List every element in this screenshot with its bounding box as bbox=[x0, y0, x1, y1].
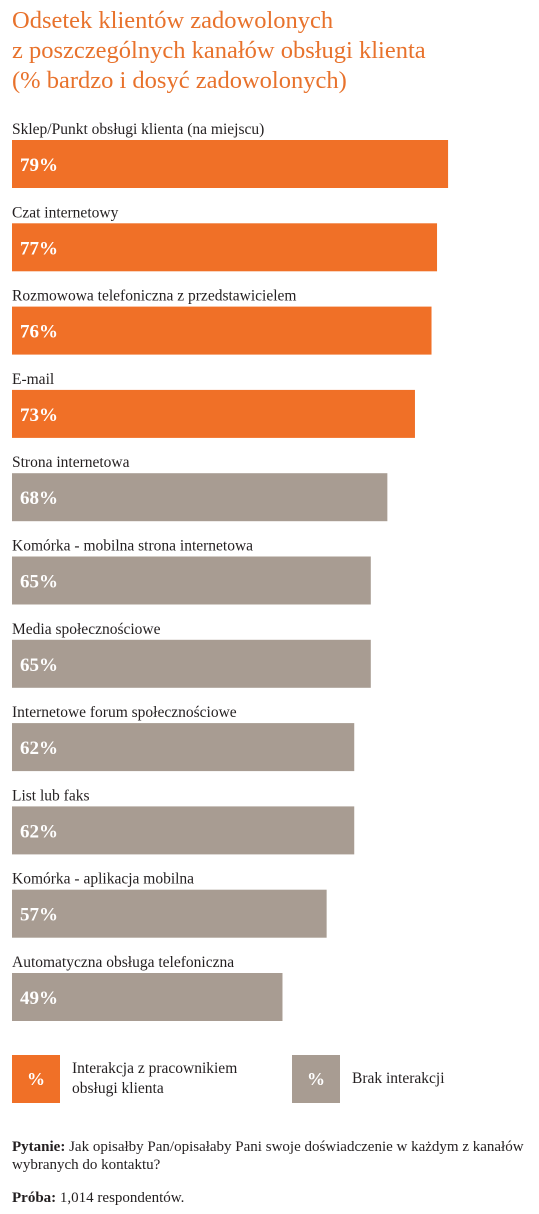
value-label-8: 62% bbox=[20, 738, 58, 759]
sample-text: 1,014 respondentów. bbox=[56, 1190, 185, 1206]
legend-swatch-interaction: % bbox=[12, 1055, 60, 1103]
category-label-4: E-mail bbox=[12, 371, 54, 388]
bar-chart: Sklep/Punkt obsługi klienta (na miejscu)… bbox=[12, 121, 449, 1021]
value-label-4: 73% bbox=[20, 405, 58, 426]
chart-title-line-2: z poszczególnych kanałów obsługi klienta bbox=[12, 37, 426, 64]
chart-title: Odsetek klientów zadowolonych z poszczeg… bbox=[12, 6, 532, 96]
category-label-1: Sklep/Punkt obsługi klienta (na miejscu) bbox=[12, 121, 264, 138]
category-label-9: List lub faks bbox=[12, 787, 90, 804]
value-label-1: 79% bbox=[20, 155, 58, 176]
legend-item-no-interaction: % Brak interakcji bbox=[292, 1055, 445, 1103]
bar-9 bbox=[12, 806, 355, 855]
value-label-3: 76% bbox=[20, 322, 58, 343]
legend-item-interaction: % Interakcja z pracownikiem obsługi klie… bbox=[12, 1055, 237, 1103]
value-label-7: 65% bbox=[20, 655, 58, 676]
category-label-5: Strona internetowa bbox=[12, 454, 130, 471]
question-text: Jak opisałby Pan/opisałaby Pani swoje do… bbox=[12, 1139, 524, 1173]
bar-2 bbox=[12, 223, 438, 272]
bar-8 bbox=[12, 723, 355, 772]
legend-label-interaction: Interakcja z pracownikiem obsługi klient… bbox=[72, 1060, 238, 1097]
category-label-8: Internetowe forum społecznościowe bbox=[12, 704, 237, 721]
sample-label: Próba: bbox=[12, 1190, 57, 1206]
chart-title-line-3: (% bardzo i dosyć zadowolonych) bbox=[12, 67, 347, 94]
question-label: Pytanie: bbox=[12, 1139, 66, 1155]
value-label-10: 57% bbox=[20, 905, 58, 926]
bar-1 bbox=[12, 140, 449, 188]
bar-10 bbox=[12, 889, 327, 938]
bar-3 bbox=[12, 306, 432, 355]
legend-swatch-no-interaction: % bbox=[292, 1055, 340, 1103]
value-label-2: 77% bbox=[20, 238, 58, 259]
value-label-6: 65% bbox=[20, 572, 58, 593]
bar-5 bbox=[12, 473, 388, 522]
value-label-9: 62% bbox=[20, 821, 58, 842]
bar-11 bbox=[12, 973, 283, 1021]
bar-7 bbox=[12, 639, 371, 688]
category-label-11: Automatyczna obsługa telefoniczna bbox=[12, 954, 234, 971]
category-label-7: Media społecznościowe bbox=[12, 621, 161, 638]
question-note: Pytanie: Jak opisałby Pan/opisałaby Pani… bbox=[12, 1138, 532, 1174]
chart-title-line-1: Odsetek klientów zadowolonych bbox=[12, 7, 334, 34]
bar-6 bbox=[12, 556, 371, 605]
bar-4 bbox=[12, 389, 415, 438]
category-label-3: Rozmowowa telefoniczna z przedstawiciele… bbox=[12, 288, 296, 305]
sample-note: Próba: 1,014 respondentów. bbox=[12, 1189, 532, 1207]
legend-label-no-interaction: Brak interakcji bbox=[352, 1070, 445, 1087]
category-label-2: Czat internetowy bbox=[12, 204, 119, 221]
category-label-10: Komórka - aplikacja mobilna bbox=[12, 871, 194, 888]
value-label-11: 49% bbox=[20, 988, 58, 1009]
value-label-5: 68% bbox=[20, 488, 58, 509]
category-label-6: Komórka - mobilna strona internetowa bbox=[12, 538, 253, 555]
